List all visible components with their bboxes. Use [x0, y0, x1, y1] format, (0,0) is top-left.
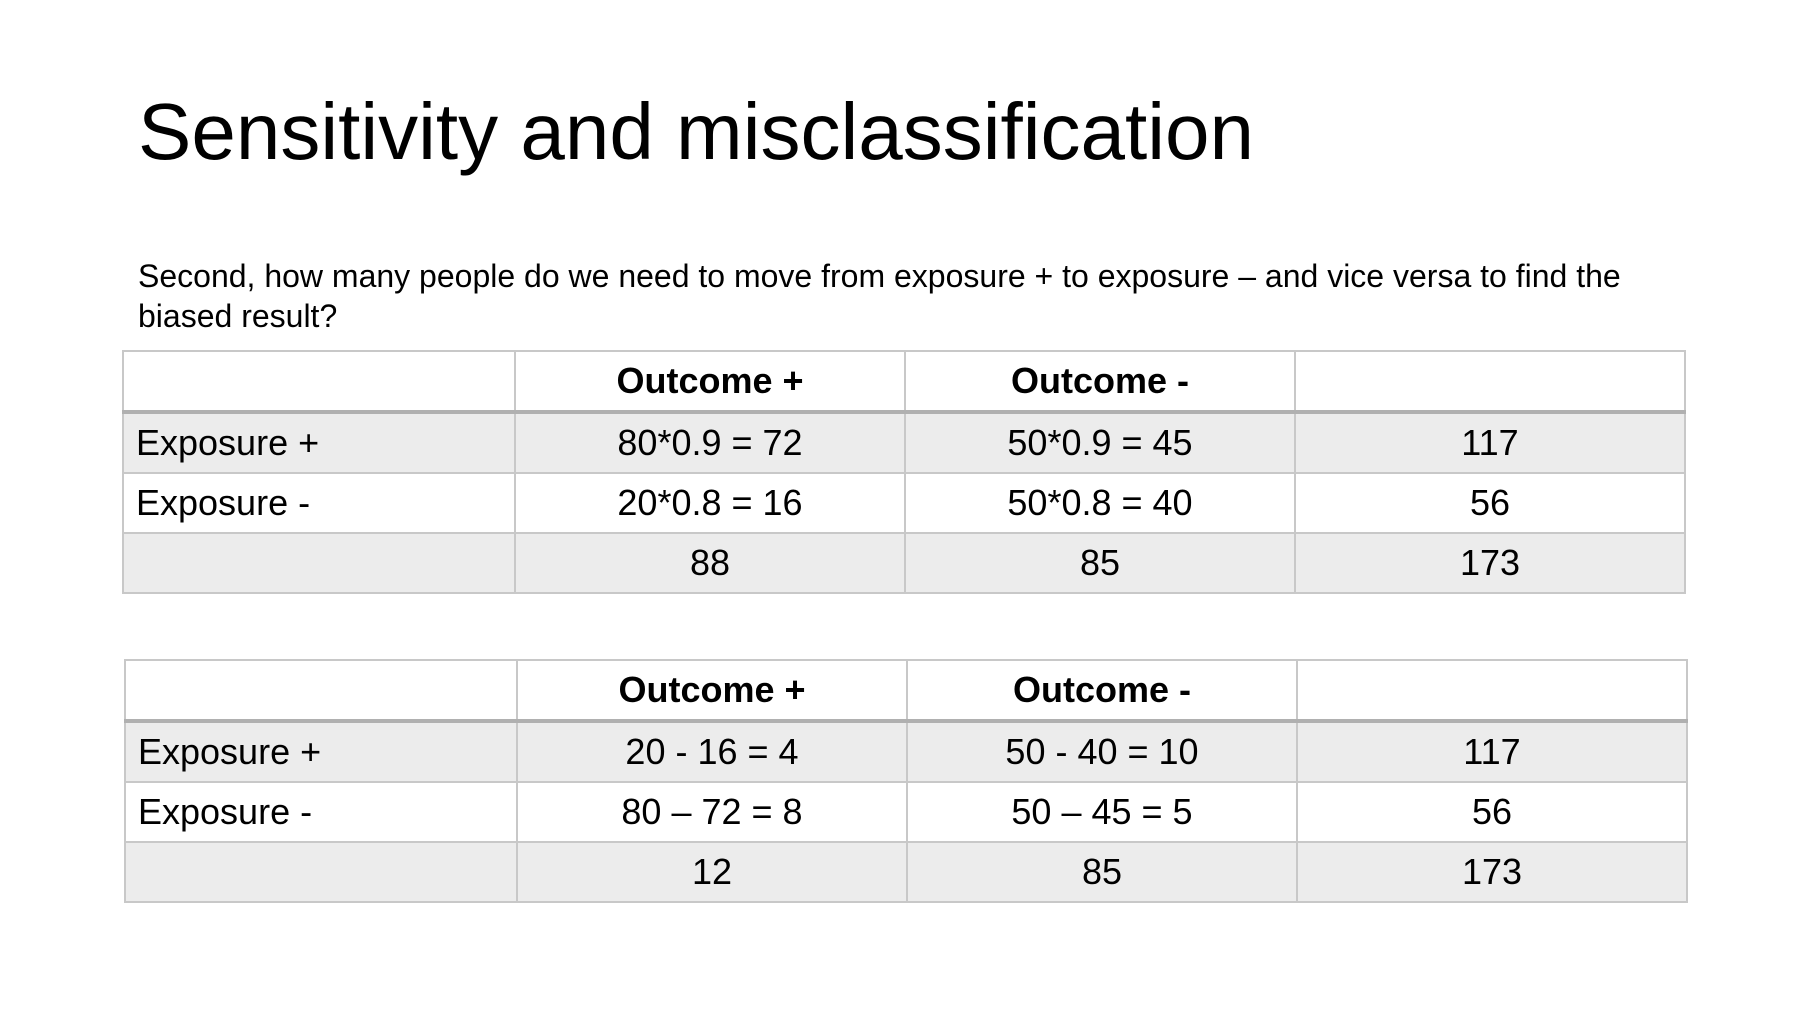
row-label-exposure-negative: Exposure - [122, 472, 516, 534]
table-header-row: Outcome + Outcome - [124, 659, 1688, 723]
header-cell-outcome-negative: Outcome - [904, 350, 1296, 414]
header-cell [1294, 350, 1686, 414]
table-cell [124, 841, 518, 903]
row-label-exposure-positive: Exposure + [122, 411, 516, 474]
column-total-cell: 88 [514, 532, 906, 594]
contingency-table-misclassified: Outcome + Outcome - Exposure + 20 - 16 =… [124, 659, 1688, 903]
row-total-cell: 117 [1294, 411, 1686, 474]
table-totals-row: 88 85 173 [122, 532, 1686, 594]
column-total-cell: 85 [904, 532, 1296, 594]
table-row: Exposure + 80*0.9 = 72 50*0.9 = 45 117 [122, 411, 1686, 474]
header-cell-outcome-negative: Outcome - [906, 659, 1298, 723]
table-header-row: Outcome + Outcome - [122, 350, 1686, 414]
table-row: Exposure + 20 - 16 = 4 50 - 40 = 10 117 [124, 720, 1688, 783]
column-total-cell: 85 [906, 841, 1298, 903]
table-cell: 20*0.8 = 16 [514, 472, 906, 534]
contingency-table-corrected: Outcome + Outcome - Exposure + 80*0.9 = … [122, 350, 1686, 594]
table-cell: 50 - 40 = 10 [906, 720, 1298, 783]
table-cell: 50*0.9 = 45 [904, 411, 1296, 474]
row-label-exposure-negative: Exposure - [124, 781, 518, 843]
table-cell: 50 – 45 = 5 [906, 781, 1298, 843]
row-label-exposure-positive: Exposure + [124, 720, 518, 783]
header-cell-outcome-positive: Outcome + [514, 350, 906, 414]
row-total-cell: 117 [1296, 720, 1688, 783]
header-cell [122, 350, 516, 414]
slide-subtitle: Second, how many people do we need to mo… [138, 258, 1621, 334]
grand-total-cell: 173 [1296, 841, 1688, 903]
table-row: Exposure - 80 – 72 = 8 50 – 45 = 5 56 [124, 781, 1688, 843]
table-cell [122, 532, 516, 594]
table-cell: 50*0.8 = 40 [904, 472, 1296, 534]
slide-title: Sensitivity and misclassification [138, 87, 1254, 176]
table-cell: 80 – 72 = 8 [516, 781, 908, 843]
grand-total-cell: 173 [1294, 532, 1686, 594]
table-totals-row: 12 85 173 [124, 841, 1688, 903]
row-total-cell: 56 [1294, 472, 1686, 534]
table-cell: 20 - 16 = 4 [516, 720, 908, 783]
table-cell: 80*0.9 = 72 [514, 411, 906, 474]
table-row: Exposure - 20*0.8 = 16 50*0.8 = 40 56 [122, 472, 1686, 534]
row-total-cell: 56 [1296, 781, 1688, 843]
column-total-cell: 12 [516, 841, 908, 903]
header-cell [124, 659, 518, 723]
header-cell [1296, 659, 1688, 723]
header-cell-outcome-positive: Outcome + [516, 659, 908, 723]
